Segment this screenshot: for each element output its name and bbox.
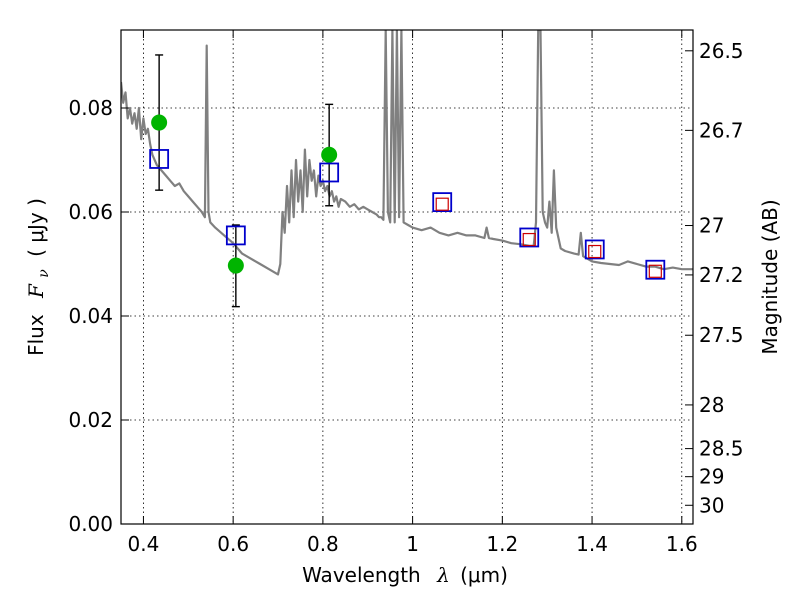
observed-flux-point xyxy=(227,257,244,274)
marker-layer xyxy=(149,54,666,308)
model-flux-square xyxy=(149,149,170,169)
x-tick-label: 0.6 xyxy=(217,532,249,556)
x-tick-label: 1 xyxy=(406,532,419,556)
y-right-tick-label: 29 xyxy=(699,465,724,489)
limit-flux-square xyxy=(588,244,602,259)
model-layer xyxy=(121,30,693,276)
y-right-tick-label: 26.7 xyxy=(699,118,744,142)
model-flux-square xyxy=(645,259,666,280)
x-axis-label-prefix: Wavelength xyxy=(302,563,421,587)
limit-flux-square xyxy=(648,264,662,278)
y-axis-label-subscript: ν xyxy=(36,269,52,278)
model-flux-square xyxy=(584,239,605,260)
y-tick-label: 0.02 xyxy=(68,408,113,432)
y-tick-label: 0.00 xyxy=(68,512,113,536)
y-axis-right-label: Magnitude (AB) xyxy=(758,199,782,354)
tick-marks xyxy=(121,30,693,525)
y-axis-label: Flux F ν ( μJy ) xyxy=(24,198,53,356)
y-right-tick-label: 27.5 xyxy=(699,323,744,347)
x-tick-label: 1.6 xyxy=(666,532,698,556)
model-flux-square xyxy=(432,192,453,213)
x-axis-label-unit: (μm) xyxy=(460,563,508,587)
y-right-tick-label: 28 xyxy=(699,393,724,417)
y-axis-label-prefix: Flux xyxy=(24,314,48,356)
model-flux-square xyxy=(319,162,340,183)
model-flux-square xyxy=(225,225,246,246)
x-axis-label-symbol: λ xyxy=(436,563,450,587)
x-tick-label: 1.2 xyxy=(486,532,518,556)
y-right-tick-label: 30 xyxy=(699,493,724,517)
observed-flux-point xyxy=(321,146,338,163)
model-flux-square xyxy=(519,227,540,248)
y-axis-label-unit: ( μJy ) xyxy=(24,198,48,257)
limit-flux-square xyxy=(522,232,536,247)
model-sed-line xyxy=(121,30,693,276)
x-tick-label: 0.8 xyxy=(307,532,339,556)
observed-flux-point xyxy=(151,114,168,131)
limit-flux-square xyxy=(435,197,449,211)
tick-labels: 0.4 0.6 0.8 1 1.2 1.4 1.6 0.00 0.02 0.04 0.06 0.08 2… xyxy=(68,39,743,556)
y-axis-label-symbol: F xyxy=(24,283,48,299)
y-right-tick-label: 28.5 xyxy=(699,437,744,461)
y-right-tick-label: 27.2 xyxy=(699,263,744,287)
y-right-tick-label: 27 xyxy=(699,214,724,238)
x-axis-label: Wavelength λ (μm) xyxy=(302,563,508,587)
y-right-tick-label: 26.5 xyxy=(699,39,744,63)
y-tick-label: 0.04 xyxy=(68,304,113,328)
y-tick-label: 0.08 xyxy=(68,96,113,120)
y-tick-label: 0.06 xyxy=(68,200,113,224)
x-tick-label: 0.4 xyxy=(128,532,160,556)
x-tick-label: 1.4 xyxy=(576,532,608,556)
plot-frame xyxy=(120,29,694,525)
